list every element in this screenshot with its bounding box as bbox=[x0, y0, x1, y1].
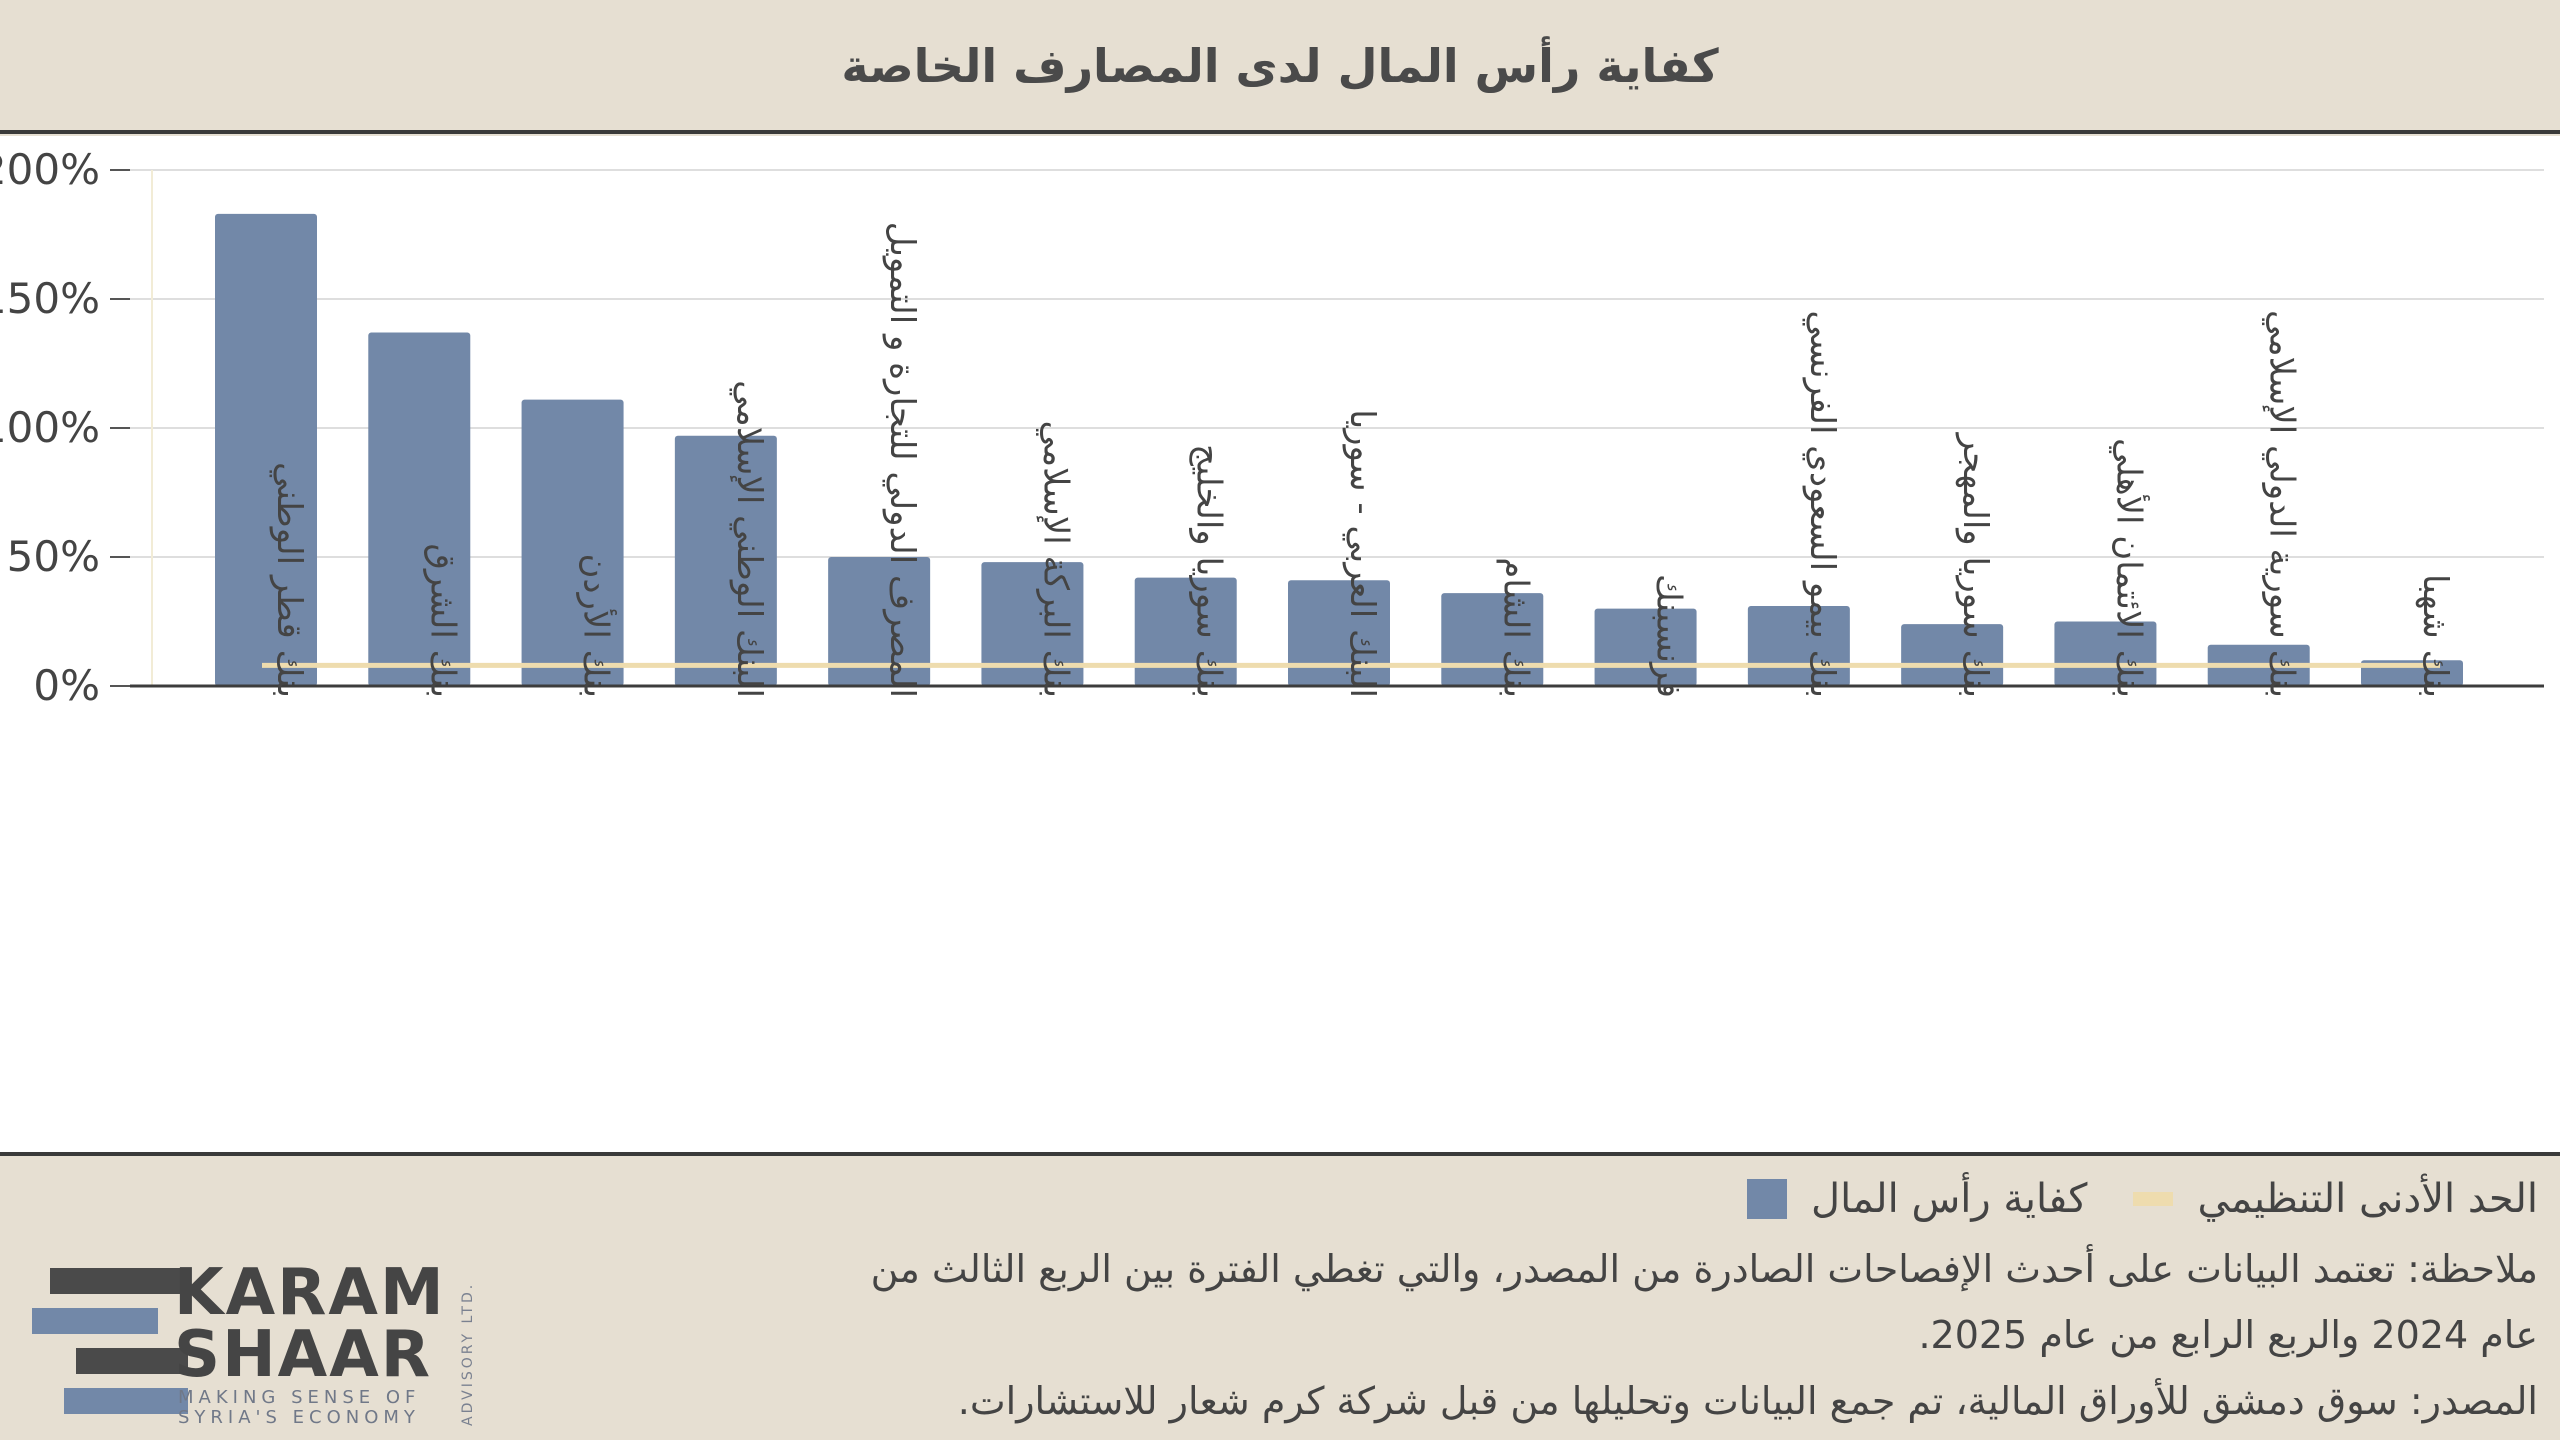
bar-chart: 0% 50% 100% 150% 200% بنك قطر الوطني بنك الشر… bbox=[0, 145, 2544, 710]
title-bar: كفاية رأس المال لدى المصارف الخاصة bbox=[0, 0, 2560, 132]
note-line-1: ملاحظة: تعتمد البيانات على أحدث الإفصاحا… bbox=[870, 1247, 2538, 1291]
chart-area: 0% 50% 100% 150% 200% بنك قطر الوطني بنك الشر… bbox=[0, 136, 2560, 1152]
note-line-2: عام 2024 والربع الرابع من عام 2025. bbox=[1918, 1313, 2538, 1357]
y-tick-label: 150% bbox=[0, 274, 100, 323]
bar bbox=[1288, 580, 1390, 686]
logo-tagline-2: SYRIA'S ECONOMY bbox=[178, 1407, 420, 1428]
x-category-label: البنك الوطني الإسلامي bbox=[729, 380, 769, 698]
bar bbox=[981, 562, 1084, 686]
legend-swatch-bar bbox=[1747, 1179, 1788, 1219]
y-tick-label: 200% bbox=[0, 145, 100, 194]
bar bbox=[215, 213, 317, 687]
bar bbox=[674, 435, 777, 686]
x-category-label: بنك شهبا bbox=[2415, 574, 2455, 698]
bar bbox=[828, 557, 931, 686]
bar-layer bbox=[215, 213, 2463, 687]
bar bbox=[1441, 593, 1544, 686]
karam-shaar-logo: KARAM SHAAR MAKING SENSE OF SYRIA'S ECON… bbox=[28, 1256, 488, 1432]
y-tick-label: 0% bbox=[33, 661, 100, 710]
x-category-label: بنك البركة الإسلامي bbox=[1035, 421, 1075, 698]
logo-word-karam: KARAM bbox=[174, 1256, 446, 1330]
legend-label-capital-adequacy: كفاية رأس المال bbox=[1811, 1176, 2088, 1222]
logo-word-shaar: SHAAR bbox=[174, 1318, 432, 1392]
x-category-label: بنك الائتمان الأهلي bbox=[2108, 438, 2150, 698]
grid-layer bbox=[130, 169, 2544, 558]
x-category-label: بنك بيمو السعودي الفرنسي bbox=[1802, 311, 1842, 699]
footer: كفاية رأس المال الحد الأدنى التنظيمي ملا… bbox=[0, 1156, 2560, 1440]
x-category-label: المصرف الدولي للتجارة و التمويل bbox=[882, 222, 922, 698]
title-divider bbox=[0, 130, 2560, 134]
bar bbox=[1901, 624, 2004, 686]
y-tick-label: 100% bbox=[0, 403, 100, 452]
x-category-label: بنك سوريا والمهجر bbox=[1955, 431, 1995, 698]
legend-swatch-line bbox=[2133, 1192, 2174, 1206]
legend: كفاية رأس المال الحد الأدنى التنظيمي bbox=[1719, 1176, 2538, 1222]
x-category-label: بنك الشرق bbox=[422, 544, 462, 698]
footer-divider bbox=[0, 1152, 2560, 1156]
x-category-label: بنك قطر الوطني bbox=[269, 462, 309, 698]
x-category-label: بنك سوريا والخليج bbox=[1189, 444, 1229, 698]
legend-label-regulatory-minimum: الحد الأدنى التنظيمي bbox=[2197, 1176, 2538, 1222]
axis-layer: 0% 50% 100% 150% 200% bbox=[0, 145, 2544, 710]
source-line: المصدر: سوق دمشق للأوراق المالية، تم جمع… bbox=[957, 1379, 2538, 1423]
bar bbox=[521, 399, 624, 686]
legend-item-regulatory-minimum: الحد الأدنى التنظيمي bbox=[2133, 1176, 2538, 1222]
bar bbox=[2054, 621, 2157, 686]
legend-item-capital-adequacy: كفاية رأس المال bbox=[1747, 1176, 2087, 1222]
chart-title: كفاية رأس المال لدى المصارف الخاصة bbox=[841, 39, 1719, 93]
x-category-label: بنك الشام bbox=[1495, 557, 1535, 698]
bar bbox=[368, 332, 471, 686]
bar bbox=[1134, 577, 1237, 686]
label-layer: بنك قطر الوطني بنك الشرق بنك الأردن البنك ا… bbox=[269, 222, 2455, 698]
x-category-label: فرنسبنك bbox=[1649, 574, 1689, 698]
logo-tagline-1: MAKING SENSE OF bbox=[178, 1387, 421, 1408]
y-tick-label: 50% bbox=[7, 532, 100, 581]
x-category-label: البنك العربي - سوريا bbox=[1342, 409, 1382, 698]
logo-side-text: ADVISORY LTD. bbox=[460, 1281, 476, 1426]
x-category-label: بنك سورية الدولي الإسلامي bbox=[2262, 310, 2302, 698]
x-category-label: بنك الأردن bbox=[576, 553, 618, 698]
